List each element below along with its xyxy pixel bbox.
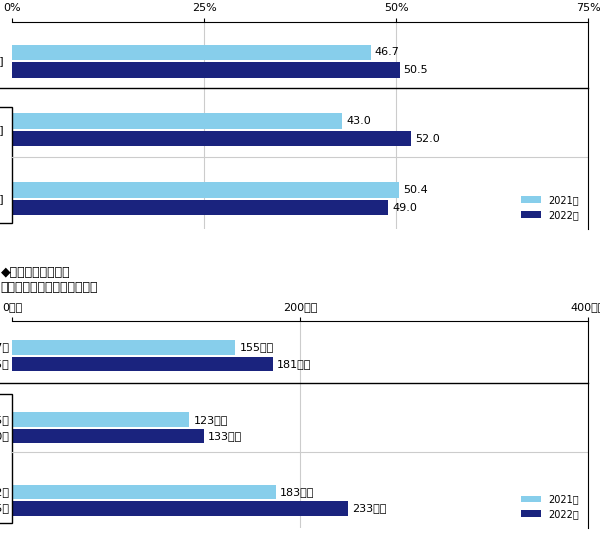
Bar (12, 131, 412, 146)
Text: 男性[n=500]: 男性[n=500] (0, 125, 4, 135)
Text: 女性[n=500]: 女性[n=500] (0, 194, 4, 204)
Bar (12, 501, 347, 515)
Text: 133万円: 133万円 (208, 431, 242, 441)
Text: 【n=215】: 【n=215】 (0, 415, 9, 425)
Bar (12, 412, 189, 427)
Bar (12, 182, 399, 197)
Text: 123万円: 123万円 (193, 415, 228, 425)
Text: 全体[n=1000]: 全体[n=1000] (0, 56, 4, 66)
Bar (12, 200, 388, 215)
Text: 【n=245】: 【n=245】 (0, 503, 9, 513)
Bar (12, 62, 400, 78)
Text: 233万円: 233万円 (352, 503, 386, 513)
FancyBboxPatch shape (0, 394, 12, 523)
Bar (12, 113, 342, 129)
Bar (12, 45, 371, 60)
Text: 43.0: 43.0 (346, 116, 371, 126)
Text: 155万円: 155万円 (239, 342, 274, 353)
Text: 46.7: 46.7 (374, 47, 400, 57)
FancyBboxPatch shape (0, 107, 12, 223)
Text: 【n=505】: 【n=505】 (0, 359, 9, 369)
Text: ◆へそくり額の平均
対象：へそくりをしている人: ◆へそくり額の平均 対象：へそくりをしている人 (1, 266, 98, 294)
Legend: 2021年, 2022年: 2021年, 2022年 (517, 191, 583, 224)
Bar (12, 340, 235, 355)
Bar (12, 429, 203, 443)
Text: 50.5: 50.5 (404, 65, 428, 75)
Text: 【n=467】: 【n=467】 (0, 342, 9, 353)
Text: 52.0: 52.0 (415, 134, 440, 144)
Text: 50.4: 50.4 (403, 185, 428, 195)
Text: 【n=252】: 【n=252】 (0, 487, 9, 497)
Legend: 2021年, 2022年: 2021年, 2022年 (517, 491, 583, 523)
Text: 49.0: 49.0 (392, 202, 417, 213)
Text: 181万円: 181万円 (277, 359, 311, 369)
Text: 183万円: 183万円 (280, 487, 314, 497)
Text: 【n=260】: 【n=260】 (0, 431, 9, 441)
Bar (12, 485, 275, 499)
Bar (12, 356, 272, 371)
